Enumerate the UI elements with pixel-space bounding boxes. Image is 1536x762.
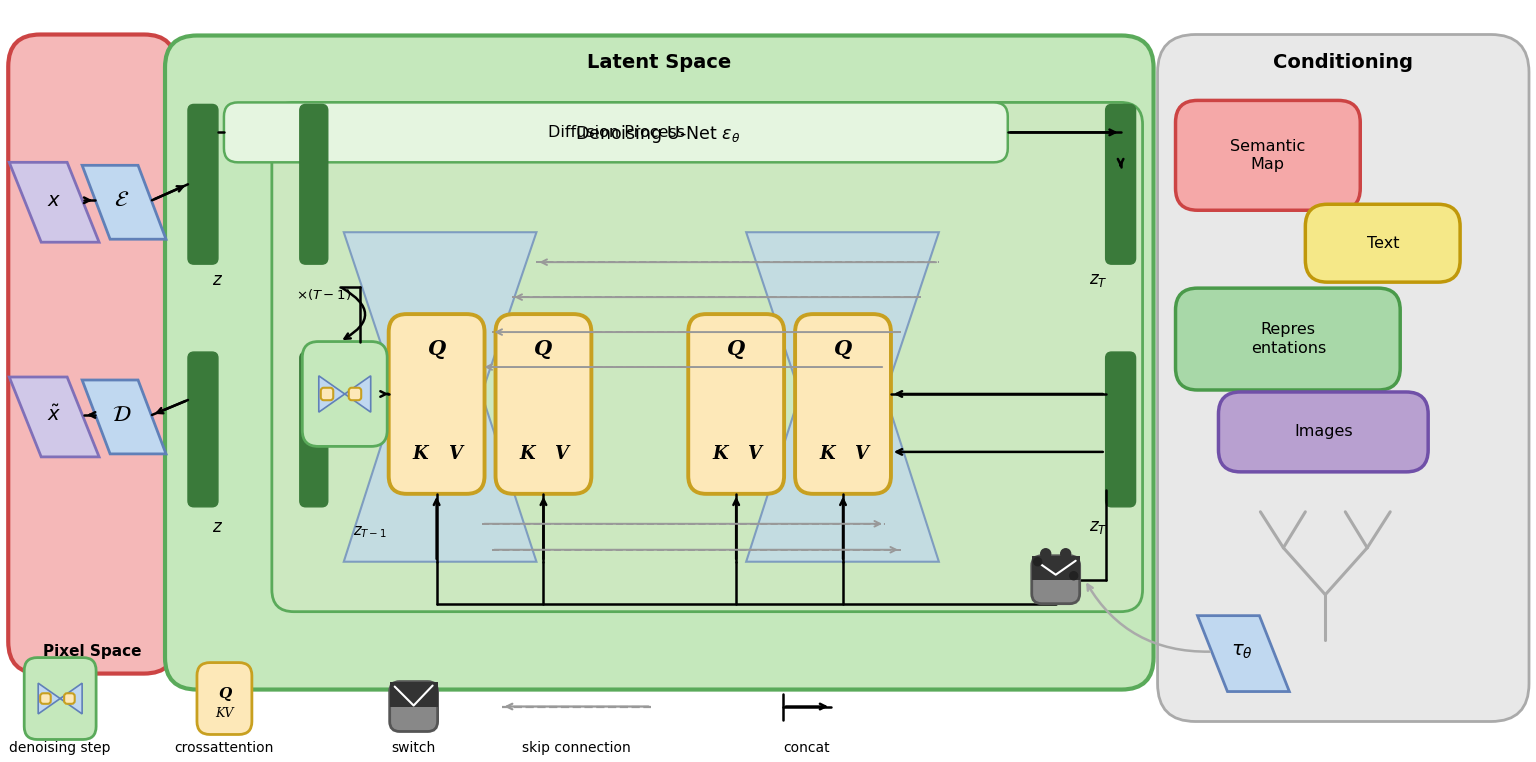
Text: crossattention: crossattention xyxy=(175,741,273,755)
FancyBboxPatch shape xyxy=(40,693,51,704)
FancyBboxPatch shape xyxy=(1175,288,1401,390)
FancyBboxPatch shape xyxy=(8,34,177,674)
Polygon shape xyxy=(319,376,344,412)
Text: $\tilde{x}$: $\tilde{x}$ xyxy=(48,405,61,425)
Text: $z$: $z$ xyxy=(212,271,223,289)
FancyBboxPatch shape xyxy=(25,658,97,739)
Circle shape xyxy=(1069,572,1078,580)
Text: K: K xyxy=(713,445,728,463)
Polygon shape xyxy=(746,394,938,562)
Text: switch: switch xyxy=(392,741,436,755)
Text: $\tau_\theta$: $\tau_\theta$ xyxy=(1230,642,1252,661)
FancyBboxPatch shape xyxy=(272,102,1143,612)
Text: denoising step: denoising step xyxy=(9,741,111,755)
Circle shape xyxy=(1061,549,1071,559)
FancyBboxPatch shape xyxy=(321,388,333,400)
FancyBboxPatch shape xyxy=(224,102,1008,162)
FancyBboxPatch shape xyxy=(303,341,387,447)
FancyBboxPatch shape xyxy=(1032,555,1080,604)
Text: $\times(T-1)$: $\times(T-1)$ xyxy=(296,287,352,302)
FancyBboxPatch shape xyxy=(349,388,361,400)
Circle shape xyxy=(1034,558,1041,565)
Polygon shape xyxy=(344,394,536,562)
FancyBboxPatch shape xyxy=(390,681,438,732)
Text: K: K xyxy=(819,445,836,463)
Text: Semantic
Map: Semantic Map xyxy=(1230,139,1306,172)
Text: V: V xyxy=(854,445,868,463)
FancyBboxPatch shape xyxy=(1106,352,1135,507)
Text: $z_T$: $z_T$ xyxy=(1089,271,1107,289)
Text: $x$: $x$ xyxy=(48,190,61,210)
Text: $z$: $z$ xyxy=(212,518,223,536)
Polygon shape xyxy=(9,377,100,457)
FancyBboxPatch shape xyxy=(1175,101,1361,210)
Polygon shape xyxy=(60,684,81,714)
Circle shape xyxy=(1041,549,1051,559)
Text: skip connection: skip connection xyxy=(522,741,631,755)
FancyBboxPatch shape xyxy=(187,352,218,507)
Polygon shape xyxy=(390,681,438,706)
Polygon shape xyxy=(344,376,370,412)
Polygon shape xyxy=(81,165,166,239)
FancyBboxPatch shape xyxy=(300,104,327,264)
Text: Q: Q xyxy=(218,687,230,700)
Text: Q: Q xyxy=(727,339,745,359)
Text: V: V xyxy=(447,445,462,463)
Text: V: V xyxy=(554,445,568,463)
Polygon shape xyxy=(344,232,536,394)
Polygon shape xyxy=(81,380,166,454)
FancyBboxPatch shape xyxy=(1158,34,1528,722)
Polygon shape xyxy=(746,232,938,394)
Text: Latent Space: Latent Space xyxy=(587,53,731,72)
Text: Q: Q xyxy=(535,339,553,359)
Text: Diffusion Process: Diffusion Process xyxy=(548,125,685,140)
Text: V: V xyxy=(746,445,762,463)
FancyBboxPatch shape xyxy=(65,693,75,704)
Text: K: K xyxy=(519,445,535,463)
Polygon shape xyxy=(1032,555,1080,580)
Text: $z_{T-1}$: $z_{T-1}$ xyxy=(353,524,387,539)
Polygon shape xyxy=(38,684,60,714)
Polygon shape xyxy=(9,162,100,242)
Text: Conditioning: Conditioning xyxy=(1273,53,1413,72)
Text: Text: Text xyxy=(1367,235,1399,251)
FancyBboxPatch shape xyxy=(796,314,891,494)
Text: Images: Images xyxy=(1293,424,1353,440)
Text: K: K xyxy=(413,445,429,463)
Text: Q: Q xyxy=(427,339,445,359)
FancyBboxPatch shape xyxy=(197,663,252,735)
Text: KV: KV xyxy=(215,707,233,720)
FancyBboxPatch shape xyxy=(187,104,218,264)
FancyBboxPatch shape xyxy=(1106,104,1135,264)
Text: Pixel Space: Pixel Space xyxy=(43,644,141,659)
Text: Q: Q xyxy=(834,339,852,359)
FancyBboxPatch shape xyxy=(1306,204,1461,282)
Text: Denoising U-Net $\epsilon_\theta$: Denoising U-Net $\epsilon_\theta$ xyxy=(574,123,740,146)
Text: $z_T$: $z_T$ xyxy=(1089,518,1107,536)
Text: Repres
entations: Repres entations xyxy=(1250,322,1326,356)
FancyBboxPatch shape xyxy=(1218,392,1428,472)
FancyBboxPatch shape xyxy=(300,352,327,507)
FancyBboxPatch shape xyxy=(164,36,1154,690)
FancyBboxPatch shape xyxy=(688,314,783,494)
FancyBboxPatch shape xyxy=(389,314,484,494)
Text: $\mathcal{E}$: $\mathcal{E}$ xyxy=(115,190,129,210)
Text: concat: concat xyxy=(783,741,829,755)
Text: $\mathcal{D}$: $\mathcal{D}$ xyxy=(112,405,132,425)
Polygon shape xyxy=(1198,616,1289,692)
FancyBboxPatch shape xyxy=(496,314,591,494)
